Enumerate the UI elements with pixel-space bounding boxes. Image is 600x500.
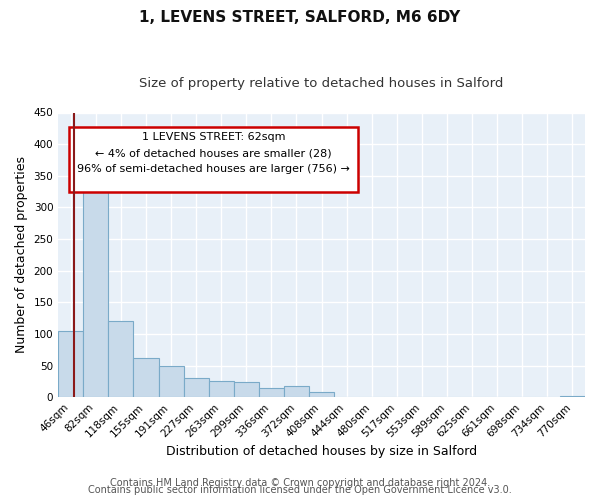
Bar bbox=[560, 396, 585, 397]
Text: Contains public sector information licensed under the Open Government Licence v3: Contains public sector information licen… bbox=[88, 485, 512, 495]
Text: Contains HM Land Registry data © Crown copyright and database right 2024.: Contains HM Land Registry data © Crown c… bbox=[110, 478, 490, 488]
Bar bbox=[109, 322, 133, 397]
Bar bbox=[158, 366, 184, 397]
Bar bbox=[234, 382, 259, 397]
Bar bbox=[184, 378, 209, 397]
Bar bbox=[83, 172, 109, 397]
Text: 1, LEVENS STREET, SALFORD, M6 6DY: 1, LEVENS STREET, SALFORD, M6 6DY bbox=[139, 10, 461, 25]
Text: 1 LEVENS STREET: 62sqm
← 4% of detached houses are smaller (28)
96% of semi-deta: 1 LEVENS STREET: 62sqm ← 4% of detached … bbox=[77, 132, 350, 173]
FancyBboxPatch shape bbox=[69, 126, 358, 192]
Bar bbox=[209, 381, 234, 397]
Bar bbox=[284, 386, 309, 397]
Title: Size of property relative to detached houses in Salford: Size of property relative to detached ho… bbox=[139, 78, 504, 90]
X-axis label: Distribution of detached houses by size in Salford: Distribution of detached houses by size … bbox=[166, 444, 477, 458]
Bar bbox=[309, 392, 334, 397]
Bar bbox=[58, 331, 83, 397]
Bar bbox=[133, 358, 158, 397]
Bar bbox=[259, 388, 284, 397]
Y-axis label: Number of detached properties: Number of detached properties bbox=[15, 156, 28, 354]
